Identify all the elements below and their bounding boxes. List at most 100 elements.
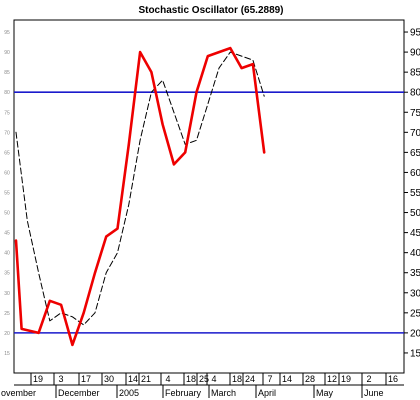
solid-series-point	[94, 272, 95, 273]
y-axis-right: 15 20 25 30 35 40 45 50 55 60 65 70 75 80 85 90 95	[404, 28, 420, 359]
x-tick-label: 30	[104, 374, 114, 384]
reference-lines	[14, 91, 404, 334]
x-month-label: February	[165, 388, 202, 398]
x-tick-label: 17	[81, 374, 91, 384]
y-tick-label: 85	[410, 68, 420, 79]
chart-title: Stochastic Oscillator (65.2889)	[138, 5, 283, 16]
solid-series-point	[185, 152, 186, 153]
dashed-series-point	[196, 140, 197, 141]
y-tick-label-left: 25	[4, 311, 10, 317]
x-tick-label: 7	[267, 374, 272, 384]
y-tick-label: 55	[410, 188, 420, 199]
plot-border	[13, 19, 405, 374]
dashed-series-point	[241, 56, 242, 57]
y-tick-label: 40	[410, 248, 420, 259]
dashed-series-point	[27, 220, 28, 221]
y-tick-label-left: 45	[4, 231, 10, 237]
y-axis-left: 15 20 25 30 35 40 45 50 55 60 65 70 75 80 85 90 95	[4, 30, 10, 357]
y-tick-label-left: 20	[4, 331, 10, 337]
dashed-series-point	[264, 96, 265, 97]
x-month-label: May	[316, 388, 334, 398]
x-tick-label: 14	[128, 374, 138, 384]
dashed-series-point	[128, 204, 129, 205]
x-tick-label: 19	[33, 374, 43, 384]
y-tick-label: 90	[410, 48, 420, 59]
series-layer	[14, 46, 266, 347]
solid-series-point	[173, 164, 174, 165]
solid-series-point	[140, 52, 141, 53]
y-tick-label: 60	[410, 168, 420, 179]
solid-series-point	[128, 144, 129, 145]
y-tick-label-left: 50	[4, 211, 10, 217]
x-tick-label: 2	[366, 374, 371, 384]
y-tick-label-left: 65	[4, 150, 10, 156]
solid-series-point	[106, 236, 107, 237]
solid-series-point	[162, 124, 163, 125]
solid-series-point	[38, 332, 39, 333]
solid-series-point	[83, 312, 84, 313]
y-tick-label: 95	[410, 28, 420, 39]
y-tick-label-left: 35	[4, 271, 10, 277]
solid-series-point	[230, 48, 231, 49]
y-tick-label: 65	[410, 148, 420, 159]
x-month-label: March	[211, 388, 236, 398]
x-tick-label: 12	[327, 374, 337, 384]
x-axis: 19 3 17 30 14 21 4 18 25 4 18 24 7 14 28 12 19 2 16ovember…	[1, 373, 398, 398]
x-tick-label: 4	[211, 374, 216, 384]
y-tick-label: 80	[410, 88, 420, 99]
x-tick-label: 25	[199, 374, 209, 384]
x-month-label: December	[58, 388, 100, 398]
dashed-series-point	[49, 320, 50, 321]
y-tick-label: 30	[410, 288, 420, 299]
y-tick-label-left: 95	[4, 30, 10, 36]
y-tick-label-left: 70	[4, 130, 10, 136]
y-tick-label-left: 40	[4, 251, 10, 257]
y-tick-label: 25	[410, 308, 420, 319]
y-tick-label-left: 30	[4, 291, 10, 297]
y-tick-label: 35	[410, 268, 420, 279]
dashed-series-point	[218, 68, 219, 69]
solid-series-point	[151, 72, 152, 73]
dashed-series-point	[61, 312, 62, 313]
dashed-series-point	[162, 80, 163, 81]
dashed-series-point	[15, 132, 16, 133]
solid-series-point	[241, 68, 242, 69]
solid-series-point	[252, 64, 253, 65]
dashed-series-point	[140, 140, 141, 141]
solid-series-point	[117, 228, 118, 229]
dashed-series-point	[83, 324, 84, 325]
y-tick-label: 15	[410, 348, 420, 359]
x-tick-label: 3	[58, 374, 63, 384]
x-tick-label: 18	[232, 374, 242, 384]
dashed-series-point	[151, 92, 152, 93]
y-tick-label-left: 85	[4, 70, 10, 76]
solid-series-point	[72, 344, 73, 345]
x-tick-label: 14	[282, 374, 292, 384]
dashed-series-line	[15, 51, 265, 326]
x-month-label: June	[364, 388, 384, 398]
x-tick-label: 21	[141, 374, 151, 384]
dashed-series-point	[94, 312, 95, 313]
dashed-series-point	[252, 60, 253, 61]
dashed-series-point	[38, 272, 39, 273]
x-month-label: ovember	[1, 388, 36, 398]
solid-series	[14, 46, 266, 347]
y-tick-label: 75	[410, 108, 420, 119]
solid-series-point	[196, 92, 197, 93]
x-tick-label: 24	[245, 374, 255, 384]
dashed-series	[15, 51, 265, 326]
dashed-series-point	[117, 252, 118, 253]
x-tick-label: 28	[305, 374, 315, 384]
x-month-label: April	[258, 388, 276, 398]
solid-series-point	[218, 52, 219, 53]
y-tick-label-left: 75	[4, 110, 10, 116]
solid-series-point	[49, 300, 50, 301]
dashed-series-point	[207, 104, 208, 105]
y-tick-label-left: 55	[4, 190, 10, 196]
y-tick-label: 70	[410, 128, 420, 139]
solid-series-point	[21, 328, 22, 329]
x-tick-label: 16	[388, 374, 398, 384]
x-tick-label: 18	[186, 374, 196, 384]
